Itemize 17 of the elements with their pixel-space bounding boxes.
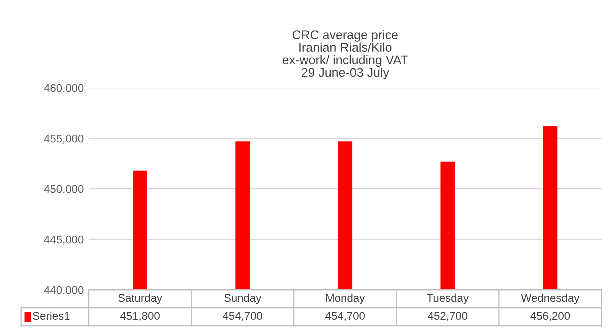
chart-title: CRC average price Iranian Rials/Kilo ex-work/ including VAT 29 June-03 July — [282, 30, 408, 80]
y-tick-label: 460,000 — [44, 84, 84, 94]
y-tick-label: 445,000 — [44, 236, 84, 246]
x-tick-label: Wednesday — [521, 294, 580, 304]
data-label: 456,200 — [530, 312, 570, 322]
x-tick-label: Monday — [326, 294, 366, 304]
data-label: 451,800 — [120, 312, 160, 322]
legend-label: Series1 — [33, 312, 70, 320]
y-tick-label: 450,000 — [44, 185, 84, 195]
x-tick-label: Sunday — [224, 294, 262, 304]
y-tick-label: 455,000 — [44, 134, 84, 144]
x-tick-label: Saturday — [118, 294, 163, 304]
data-label: 454,700 — [326, 312, 366, 322]
y-tick-label: 440,000 — [44, 286, 84, 296]
data-label: 452,700 — [428, 312, 468, 322]
data-label: 454,700 — [223, 312, 262, 322]
x-tick-label: Tuesday — [427, 294, 469, 304]
